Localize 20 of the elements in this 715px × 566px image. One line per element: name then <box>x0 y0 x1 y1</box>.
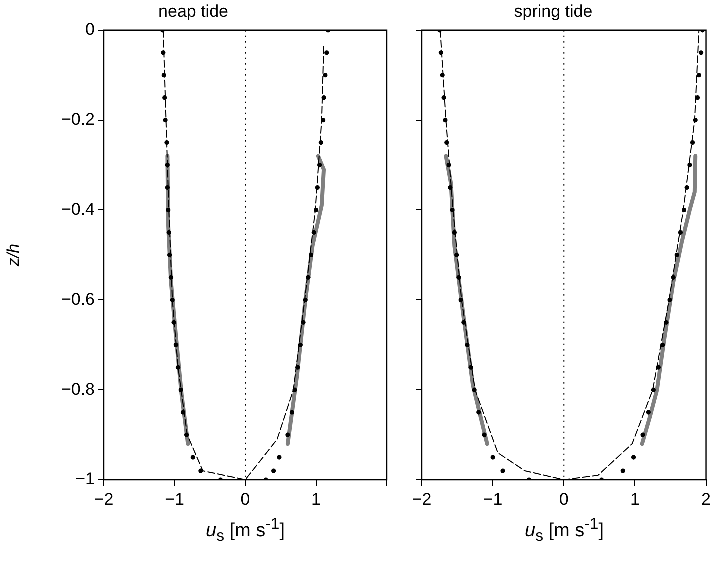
chart-title: spring tide <box>514 2 593 21</box>
x-tick-label: 2 <box>702 490 712 509</box>
x-tick-label: −1 <box>483 490 503 509</box>
y-tick-label: 0 <box>86 20 95 40</box>
x-tick-label: −1 <box>165 490 184 509</box>
y-tick-label: −0.8 <box>61 380 95 399</box>
y-axis-title: z/h <box>4 244 23 268</box>
x-tick-label: 1 <box>630 490 640 509</box>
x-axis-title: u$_{s}$ [m s$^{-1}$] <box>524 516 606 546</box>
x-tick-label: −2 <box>412 490 432 509</box>
x-tick-label: 0 <box>559 490 569 509</box>
x-tick-label: 1 <box>312 490 321 509</box>
x-axis-title: u$_{s}$ [m s$^{-1}$] <box>204 516 286 546</box>
y-tick-label: −0.6 <box>61 290 95 309</box>
y-tick-label: −1 <box>76 470 95 489</box>
x-tick-label: −2 <box>94 490 114 509</box>
y-tick-label: −0.4 <box>61 200 95 219</box>
chart-title: neap tide <box>158 2 228 21</box>
y-tick-label: −0.2 <box>61 110 95 130</box>
x-tick-label: 0 <box>240 490 250 509</box>
